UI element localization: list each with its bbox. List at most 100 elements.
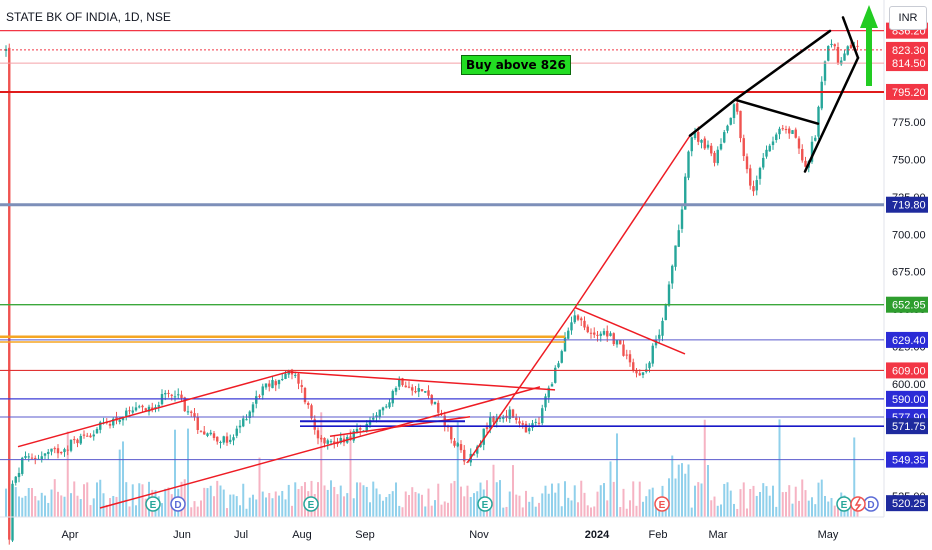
- volume-bar: [775, 506, 778, 517]
- volume-bar: [697, 482, 700, 517]
- volume-bar: [794, 486, 797, 517]
- price-tag-label: 814.50: [892, 58, 926, 70]
- candle: [196, 416, 199, 431]
- volume-bar: [235, 496, 238, 517]
- candle: [303, 387, 307, 403]
- volume-bar: [534, 506, 537, 517]
- candle: [820, 81, 823, 109]
- candle: [648, 362, 651, 369]
- candle: [729, 117, 732, 125]
- volume-bar: [518, 495, 521, 517]
- candle: [687, 151, 690, 178]
- candle: [560, 351, 563, 363]
- candle: [206, 433, 209, 436]
- candle: [723, 132, 726, 143]
- candle: [700, 140, 703, 143]
- candle: [258, 395, 261, 397]
- volume-bar: [86, 482, 89, 517]
- candle: [521, 423, 524, 425]
- candle: [391, 391, 394, 404]
- price-tag-bg: [886, 418, 928, 435]
- candle: [472, 454, 476, 456]
- candle: [398, 379, 401, 387]
- candle: [732, 104, 736, 119]
- volume-bar: [567, 497, 570, 517]
- volume-bar: [326, 489, 329, 517]
- candle: [86, 435, 89, 437]
- candle: [528, 428, 531, 432]
- currency-button[interactable]: INR: [889, 6, 927, 30]
- price-tag-bg: [886, 495, 928, 512]
- volume-bar: [447, 502, 449, 517]
- candle: [713, 152, 716, 163]
- candle: [843, 53, 846, 61]
- volume-bar: [505, 506, 508, 517]
- candle: [661, 320, 664, 336]
- volume-bar: [141, 484, 144, 517]
- volume-bar: [450, 483, 453, 517]
- candle: [375, 415, 378, 418]
- volume-bar: [252, 494, 254, 517]
- volume-bar: [294, 482, 297, 517]
- volume-bar: [437, 483, 440, 517]
- volume-bar: [551, 483, 553, 517]
- volume-bar: [89, 505, 92, 517]
- volume-bar: [131, 484, 134, 517]
- candle: [326, 440, 329, 444]
- candle: [755, 180, 758, 191]
- candle: [40, 456, 43, 460]
- volume-bar: [352, 498, 355, 517]
- candle: [573, 315, 576, 323]
- volume-bar: [73, 481, 76, 517]
- volume-bar: [222, 489, 225, 517]
- volume-bar: [538, 502, 540, 517]
- trendline: [467, 307, 576, 463]
- volume-bar: [489, 507, 492, 517]
- volume-bar: [232, 494, 235, 517]
- volume-bar: [242, 483, 245, 517]
- price-tag-label: 571.75: [892, 421, 926, 433]
- candle: [333, 441, 336, 444]
- candle: [167, 392, 170, 394]
- price-tag-label: 590.00: [892, 394, 926, 406]
- candle: [690, 137, 693, 152]
- volume-bar: [638, 481, 641, 517]
- candle: [485, 427, 489, 430]
- candle: [60, 451, 63, 454]
- candle: [856, 45, 859, 47]
- volume-bar: [50, 489, 53, 517]
- volume-bar: [320, 412, 323, 517]
- candle: [849, 44, 853, 49]
- candle: [823, 61, 827, 81]
- candle: [281, 378, 284, 380]
- candle: [112, 418, 115, 426]
- event-marker: [477, 496, 493, 512]
- candle: [414, 391, 417, 393]
- volume-bar: [388, 493, 391, 517]
- candle: [251, 404, 255, 413]
- candle: [846, 46, 849, 55]
- candle: [365, 423, 368, 431]
- candle: [177, 394, 180, 396]
- candle: [261, 386, 264, 396]
- buy-note-label[interactable]: Buy above 826: [461, 55, 571, 75]
- candle: [294, 374, 297, 376]
- volume-bar: [206, 488, 209, 517]
- volume-bar: [541, 493, 544, 517]
- candle: [50, 448, 53, 452]
- candle: [752, 186, 755, 192]
- candle: [706, 144, 710, 148]
- candle: [134, 407, 138, 411]
- volume-bar: [671, 455, 674, 517]
- event-marker-label: D: [174, 500, 181, 511]
- candle: [625, 354, 628, 356]
- volume-bar: [609, 461, 612, 517]
- volume-bar: [164, 488, 167, 517]
- volume-bar: [281, 490, 284, 517]
- volume-bar: [268, 492, 271, 517]
- event-marker-label: E: [482, 500, 489, 511]
- event-marker: [303, 496, 319, 512]
- trendline: [17, 371, 289, 448]
- candle: [489, 416, 492, 429]
